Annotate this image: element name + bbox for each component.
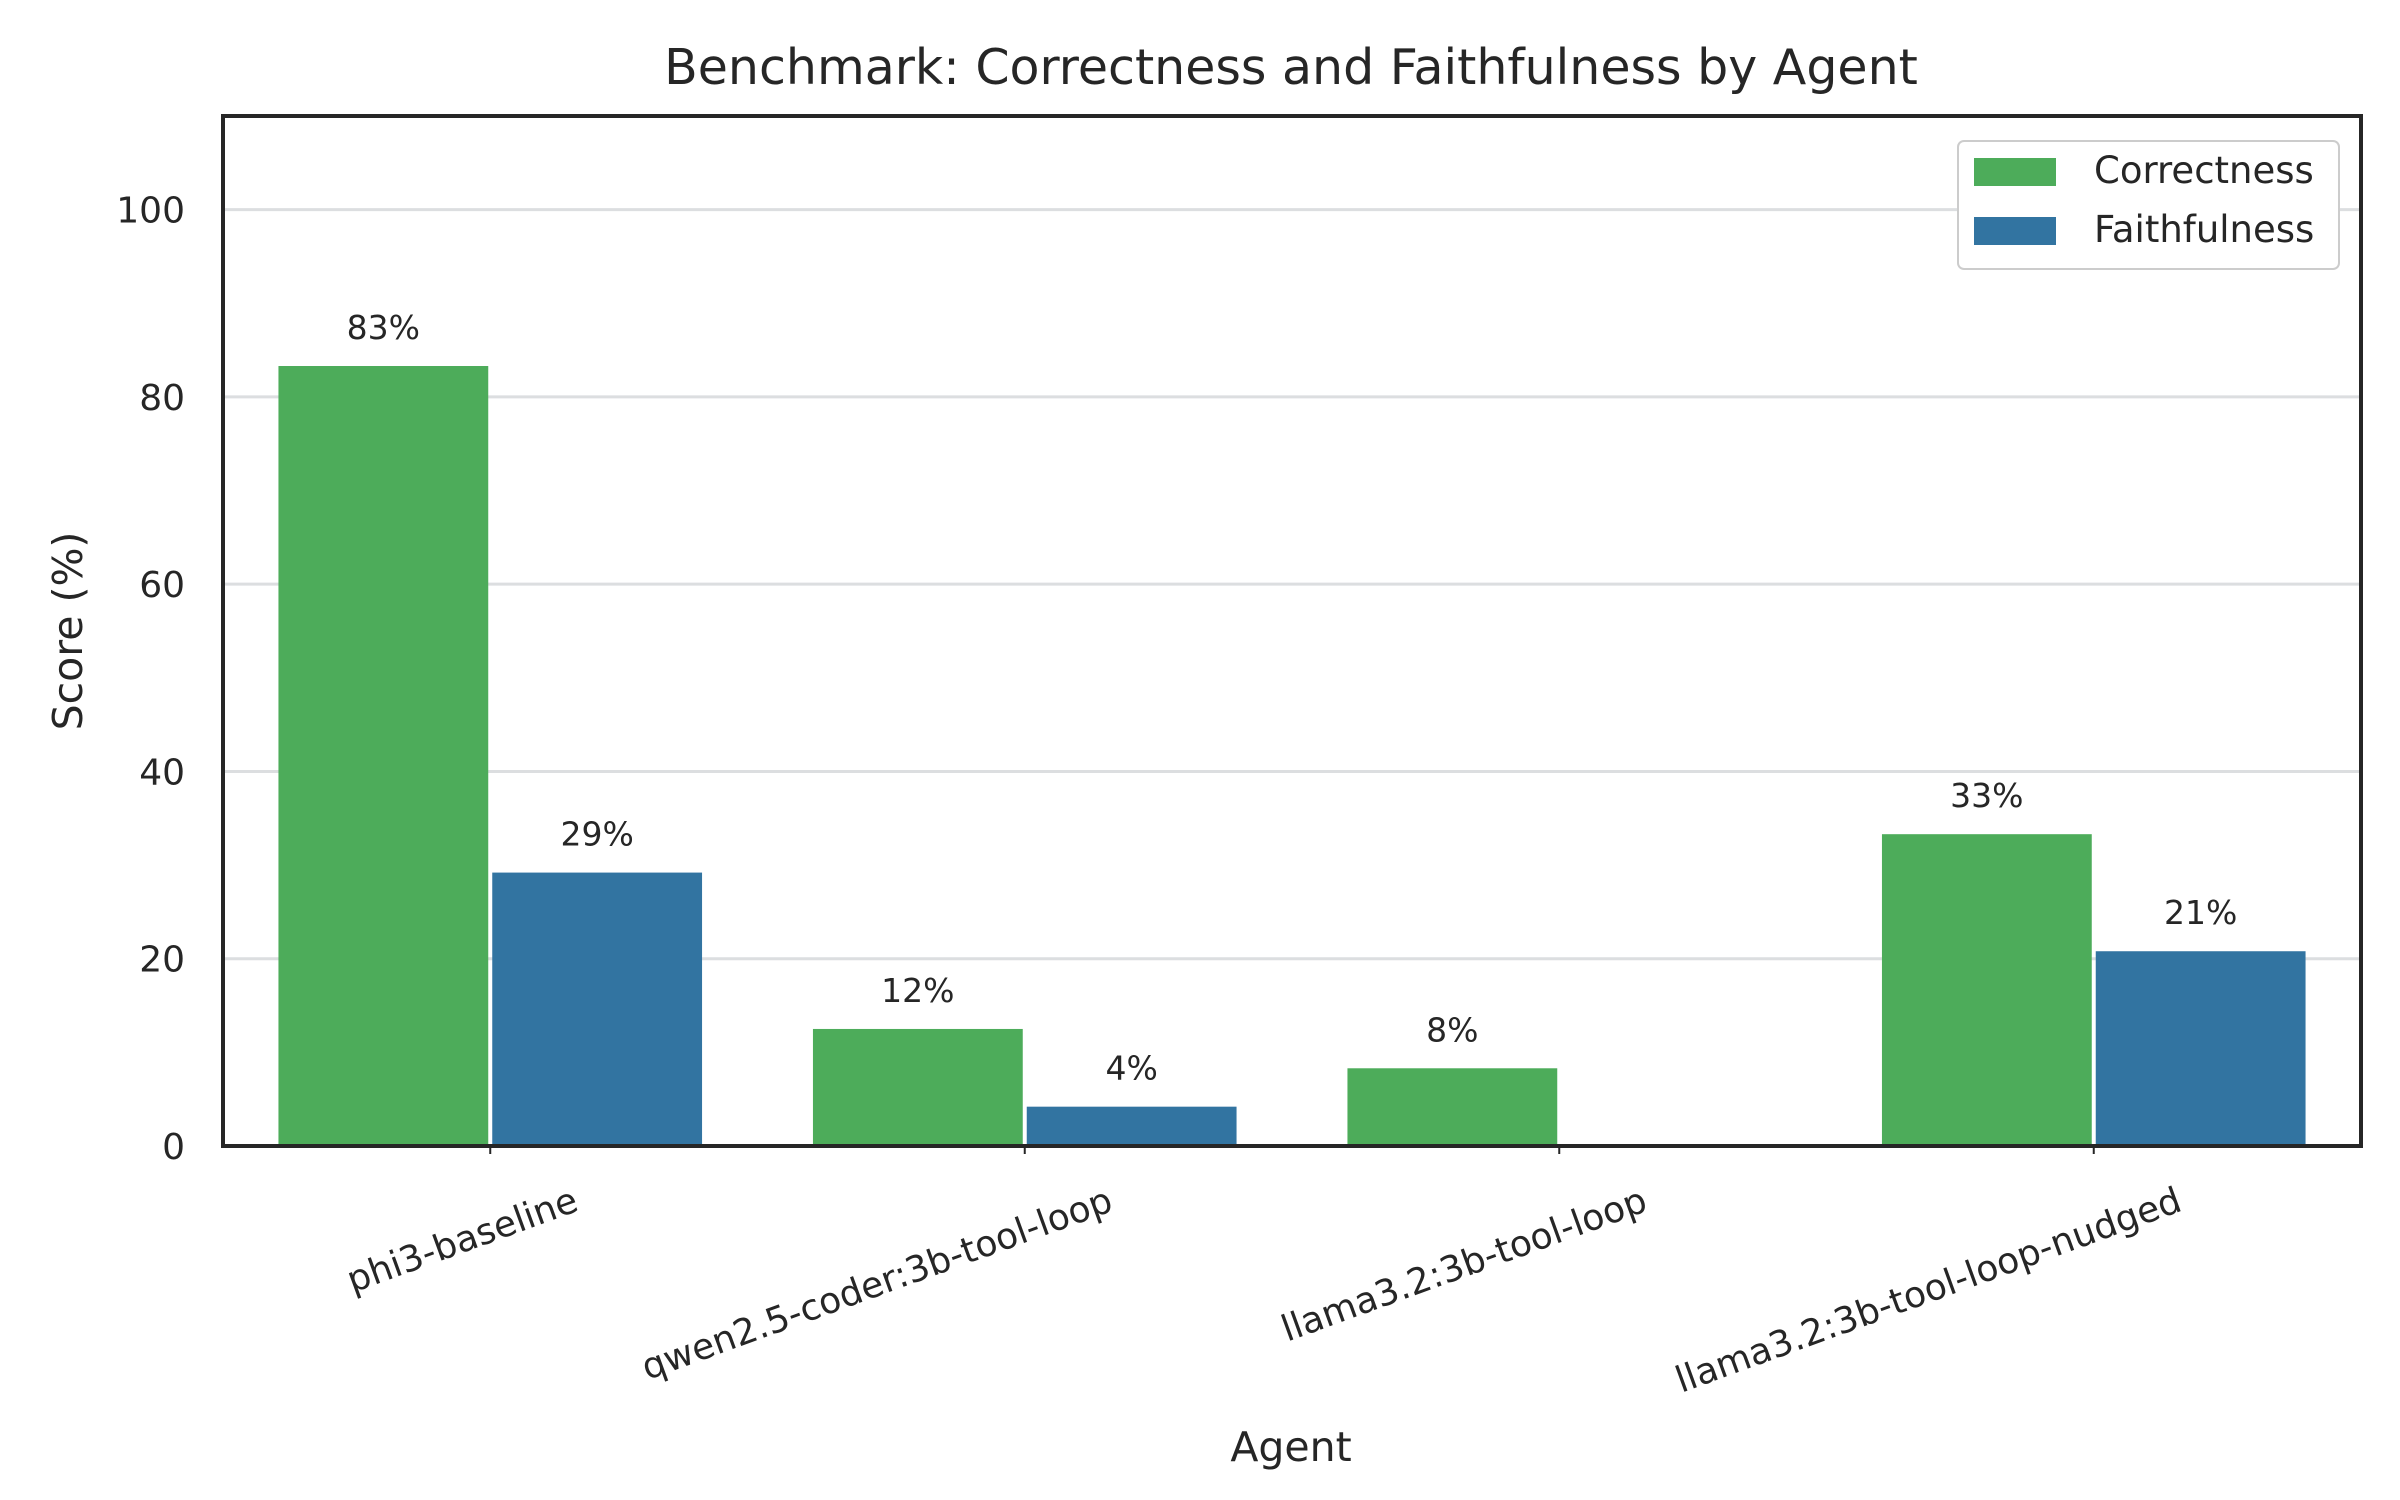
legend: Correctness Faithfulness [1957, 140, 2340, 270]
data-label-correctness: 8% [1426, 1010, 1478, 1049]
y-tick-label: 100 [116, 191, 185, 232]
y-axis-ticks: 0 20 40 60 80 100 [116, 191, 185, 1168]
legend-label-faithfulness: Faithfulness [2094, 208, 2314, 251]
bar-correctness [1347, 1068, 1558, 1146]
data-labels: 83% 29% 12% 4% 8% 33% 21% [347, 308, 2238, 1088]
bar-correctness [812, 1028, 1023, 1146]
bars [278, 366, 2306, 1146]
y-tick-label: 20 [139, 940, 185, 981]
y-tick-label: 0 [162, 1127, 185, 1168]
data-label-faithfulness: 21% [2164, 893, 2237, 932]
data-label-faithfulness: 29% [560, 815, 633, 854]
chart-title: Benchmark: Correctness and Faithfulness … [664, 39, 1918, 96]
y-axis-label: Score (%) [44, 532, 92, 731]
plot-frame [221, 114, 2363, 1148]
bar-faithfulness [492, 872, 703, 1146]
x-axis-label: Agent [1230, 1423, 1351, 1471]
data-label-correctness: 33% [1950, 776, 2023, 815]
y-tick-label: 40 [139, 752, 185, 793]
legend-label-correctness: Correctness [2094, 149, 2314, 192]
legend-swatch-correctness [1974, 158, 2056, 186]
y-tick-label: 60 [139, 565, 185, 606]
y-tick-label: 80 [139, 378, 185, 419]
legend-swatch-faithfulness [1974, 217, 2056, 245]
bar-correctness [1881, 834, 2092, 1146]
bar-faithfulness [1026, 1106, 1237, 1146]
bar-correctness [278, 366, 489, 1146]
bar-faithfulness [2095, 951, 2306, 1146]
data-label-faithfulness: 4% [1105, 1049, 1157, 1088]
data-label-correctness: 12% [881, 971, 954, 1010]
data-label-correctness: 83% [347, 308, 420, 347]
